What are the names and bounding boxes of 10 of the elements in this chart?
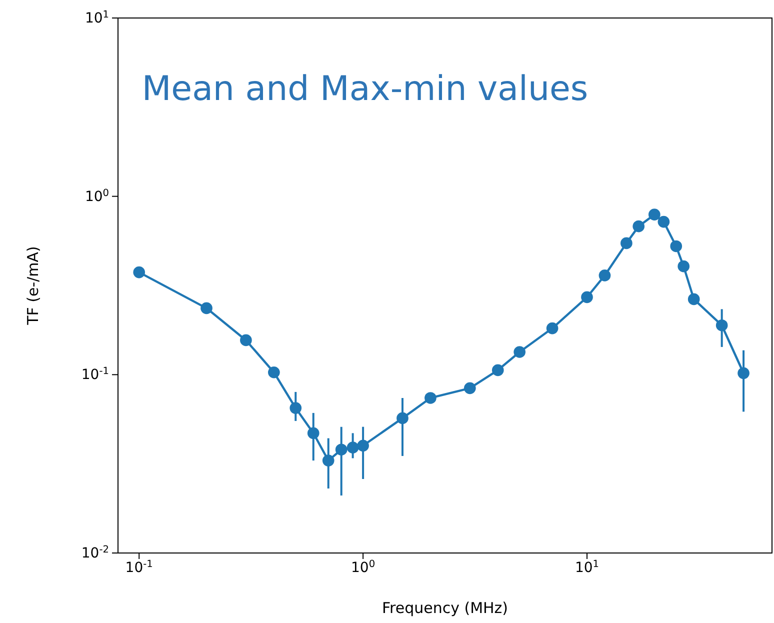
y-tick-label: 10$^{-1}$ [81,366,109,384]
x-axis-title: Frequency (MHz) [382,599,508,617]
y-tick-label: 10$^{0}$ [84,187,109,205]
y-tick-label: 10$^{-2}$ [81,544,109,562]
y-tick-label: 10$^{1}$ [84,8,109,26]
x-tick-label: 10$^{1}$ [574,558,600,576]
annotation: Mean and Max-min values [142,69,588,109]
x-tick-label: 10$^{-1}$ [125,558,153,576]
x-tick-label: 10$^{0}$ [351,558,376,576]
y-axis-title: TF (e-/mA) [24,246,42,326]
